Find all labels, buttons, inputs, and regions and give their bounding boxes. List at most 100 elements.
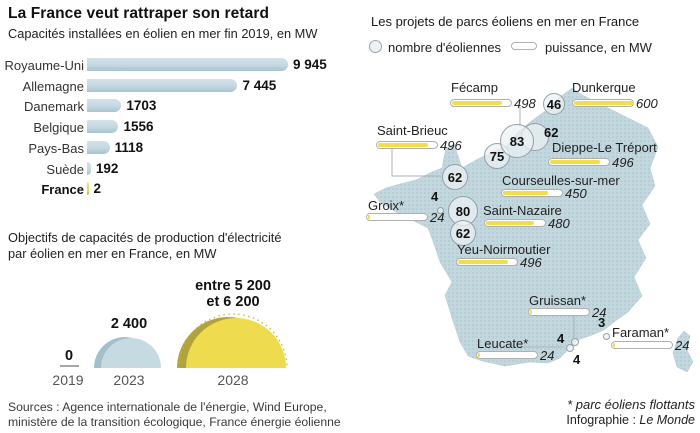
project-power-value-courseulles: 450 xyxy=(565,186,587,201)
project-power-value-yeu: 496 xyxy=(520,255,542,270)
project-power-bar-dunkerque xyxy=(572,99,634,107)
country-label-Danemark: Danemark xyxy=(24,99,84,114)
project-power-value-dieppe: 496 xyxy=(612,155,634,170)
project-power-value-saint-brieuc: 496 xyxy=(440,138,462,153)
objective-value-2023: 2 400 xyxy=(110,316,148,332)
turbine-count-legend-label: nombre d'éoliennes xyxy=(388,40,502,55)
project-power-bar-courseulles xyxy=(501,189,563,197)
project-power-bar-gruissan xyxy=(528,308,590,316)
project-name-courseulles: Courseulles-sur-mer xyxy=(502,173,620,188)
turbine-count-circle-courseulles: 75 xyxy=(484,143,510,169)
project-name-fecamp: Fécamp xyxy=(451,80,498,95)
project-power-fill-leucate xyxy=(478,353,481,357)
capacity-bar-Allemagne xyxy=(87,79,238,92)
turbine-count-label-dieppe: 62 xyxy=(544,125,559,140)
project-power-fill-yeu xyxy=(458,260,508,264)
country-label-Suède: Suède xyxy=(46,162,84,177)
capacity-value-Pays-Bas: 1118 xyxy=(114,140,144,155)
project-name-groix: Groix* xyxy=(368,198,405,213)
country-label-Belgique: Belgique xyxy=(33,120,84,135)
project-power-fill-dunkerque xyxy=(574,101,634,105)
project-name-saint-brieuc: Saint-Brieuc xyxy=(377,123,448,138)
project-power-fill-courseulles xyxy=(503,191,548,195)
capacity-bar-Danemark xyxy=(87,99,122,112)
capacity-value-Royaume-Uni: 9 945 xyxy=(293,57,327,72)
credit-prefix: Infographie : xyxy=(566,413,640,427)
project-name-leucate: Leucate* xyxy=(477,336,529,351)
turbine-count-circle-leucate xyxy=(566,344,574,352)
capacity-bar-Pays-Bas xyxy=(87,141,110,154)
project-power-value-leucate: 24 xyxy=(540,348,555,363)
turbine-count-label-gruissan: 4 xyxy=(557,331,565,346)
objective-value-2028-line1: entre 5 200 xyxy=(195,278,271,294)
project-power-bar-fecamp xyxy=(450,99,512,107)
corsica-map-shape xyxy=(672,330,694,373)
project-power-bar-faraman xyxy=(611,341,673,349)
project-power-fill-groix xyxy=(368,215,371,219)
project-power-fill-dieppe xyxy=(550,160,600,164)
country-label-Pays-Bas: Pays-Bas xyxy=(28,141,84,156)
turbine-count-legend-icon xyxy=(369,40,382,53)
turbine-count-circle-groix xyxy=(436,206,444,214)
country-label-Allemagne: Allemagne xyxy=(22,79,84,94)
project-power-value-fecamp: 498 xyxy=(514,96,536,111)
capacity-value-Danemark: 1703 xyxy=(126,98,157,113)
project-power-bar-saint-brieuc xyxy=(376,141,438,149)
year-label-2023: 2023 xyxy=(113,372,145,388)
turbine-count-circle-saint-brieuc: 62 xyxy=(442,164,468,190)
turbine-count-circle-gruissan xyxy=(571,338,579,346)
objective-2023-semicircle xyxy=(101,338,161,368)
capacity-value-Suède: 192 xyxy=(95,161,119,176)
project-name-saint-nazaire: Saint-Nazaire xyxy=(483,203,562,218)
turbine-count-circle-dunkerque: 46 xyxy=(543,93,565,115)
project-power-fill-faraman xyxy=(613,343,616,347)
credit-publication: Le Monde xyxy=(639,413,695,427)
credit-line: Infographie : Le Monde xyxy=(450,413,695,427)
turbine-count-circle-fecamp: 83 xyxy=(500,124,534,158)
capacity-bar-France xyxy=(87,182,89,195)
capacity-chart-subtitle: Capacités installées en éolien en mer fi… xyxy=(8,26,318,41)
capacity-value-Allemagne: 7 445 xyxy=(242,78,277,93)
capacity-value-Belgique: 1556 xyxy=(123,119,154,134)
project-power-fill-saint-nazaire xyxy=(486,221,534,225)
capacity-value-France: 2 xyxy=(93,181,102,196)
objective-2028-semicircle xyxy=(186,318,286,368)
objective-2028-max-dotted-arc xyxy=(178,313,288,369)
objectives-title-line2: par éolien en mer en France, en MW xyxy=(8,246,217,261)
capacity-bar-chart: Royaume-Uni 9 945 Allemagne 7 445 Danemark 17… xyxy=(0,0,330,210)
project-power-bar-yeu xyxy=(456,258,518,266)
project-power-bar-saint-nazaire xyxy=(484,219,546,227)
project-power-bar-groix xyxy=(366,213,428,221)
country-label-Royaume-Uni: Royaume-Uni xyxy=(4,58,84,73)
turbine-count-label-leucate: 4 xyxy=(573,352,581,367)
france-map-shape xyxy=(373,87,659,367)
year-label-2028: 2028 xyxy=(217,372,249,388)
project-name-faraman: Faraman* xyxy=(612,325,670,340)
turbine-count-label-faraman: 3 xyxy=(598,315,606,330)
floating-parks-footnote: * parc éoliens flottants xyxy=(567,397,695,412)
objective-value-2019: 0 xyxy=(64,348,74,364)
turbine-count-circle-yeu: 62 xyxy=(450,220,476,246)
objectives-semicircles xyxy=(60,313,288,369)
project-name-yeu: Yeu-Noirmoutier xyxy=(457,242,551,257)
capacity-bar-Suède xyxy=(87,162,91,175)
project-name-dieppe: Dieppe-Le Tréport xyxy=(552,140,657,155)
project-power-fill-saint-brieuc xyxy=(378,143,428,147)
project-name-gruissan: Gruissan* xyxy=(529,293,587,308)
capacity-bar-Royaume-Uni xyxy=(87,58,288,71)
country-label-France: France xyxy=(41,182,84,197)
power-legend-icon xyxy=(511,42,537,50)
project-power-fill-fecamp xyxy=(452,101,502,105)
project-power-value-dunkerque: 600 xyxy=(636,96,658,111)
project-power-fill-gruissan xyxy=(530,310,533,314)
objectives-title-line1: Objectifs de capacités de production d'é… xyxy=(8,230,282,245)
project-power-value-groix: 24 xyxy=(430,210,445,225)
turbine-count-circle-faraman xyxy=(602,332,610,340)
page-title: La France veut rattraper son retard xyxy=(8,5,270,22)
project-power-value-faraman: 24 xyxy=(675,338,690,353)
turbine-count-label-groix: 4 xyxy=(431,189,439,204)
connector-lines xyxy=(391,107,575,348)
